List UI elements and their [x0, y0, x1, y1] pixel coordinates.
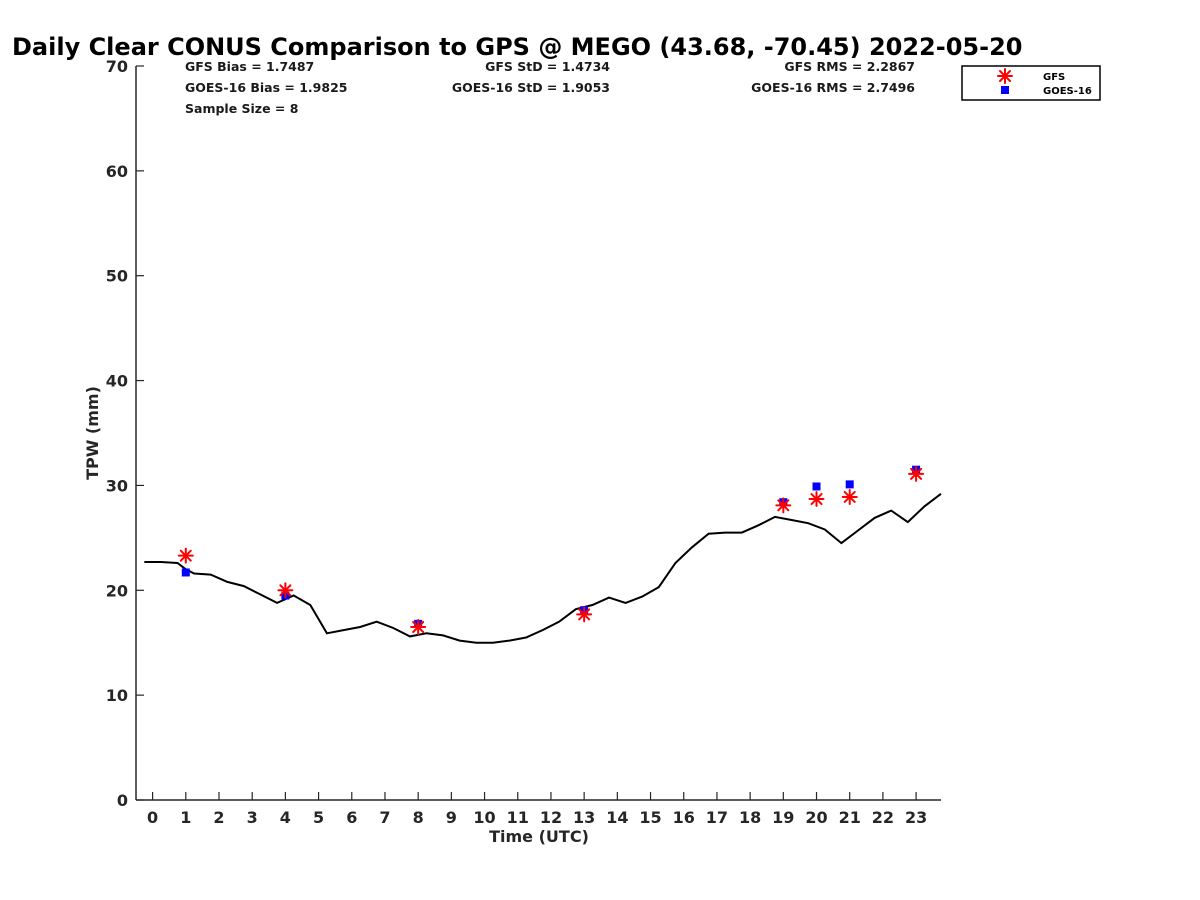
- legend-box: [961, 65, 1101, 101]
- y-tick-label: 60: [106, 162, 128, 181]
- y-tick-label: 10: [106, 686, 128, 705]
- gfs-point: [410, 618, 427, 635]
- legend-goes-label: GOES-16: [1043, 86, 1092, 97]
- x-tick-label: 15: [639, 808, 661, 827]
- x-tick-label: 4: [280, 808, 291, 827]
- axes: [135, 66, 941, 801]
- x-tick-label: 13: [573, 808, 595, 827]
- x-tick-label: 3: [247, 808, 258, 827]
- x-tick-label: 1: [180, 808, 191, 827]
- y-tick-label: 70: [106, 57, 128, 76]
- gfs-point: [277, 582, 294, 599]
- goes-point: [812, 482, 821, 491]
- x-tick-label: 23: [905, 808, 927, 827]
- x-tick-label: 12: [540, 808, 562, 827]
- y-tick-label: 50: [106, 267, 128, 286]
- gfs-point: [841, 488, 858, 505]
- gfs-point: [177, 547, 194, 564]
- legend-goes-marker: [1001, 86, 1009, 94]
- x-tick-label: 2: [213, 808, 224, 827]
- gfs-point: [808, 491, 825, 508]
- x-axis-label: Time (UTC): [489, 827, 589, 846]
- goes-point: [181, 568, 190, 577]
- x-tick-label: 6: [346, 808, 357, 827]
- x-tick-label: 14: [606, 808, 628, 827]
- x-tick-label: 10: [473, 808, 495, 827]
- y-tick-label: 0: [117, 791, 128, 810]
- x-tick-label: 17: [706, 808, 728, 827]
- goes-std-text: GOES-16 StD = 1.9053: [452, 80, 610, 95]
- x-tick-label: 18: [739, 808, 761, 827]
- x-tick-label: 22: [872, 808, 894, 827]
- gfs-rms-text: GFS RMS = 2.2867: [784, 59, 915, 74]
- legend-gfs-label: GFS: [1043, 72, 1065, 83]
- legend-gfs-asterisk: [997, 68, 1013, 84]
- goes-point: [845, 480, 854, 489]
- gfs-std-text: GFS StD = 1.4734: [485, 59, 610, 74]
- gfs-point: [576, 606, 593, 623]
- chart-title: Daily Clear CONUS Comparison to GPS @ ME…: [12, 33, 1022, 61]
- legend: GFS GOES-16: [961, 65, 1101, 101]
- x-tick-label: 11: [507, 808, 529, 827]
- x-tick-label: 9: [446, 808, 457, 827]
- goes-rms-text: GOES-16 RMS = 2.7496: [751, 80, 915, 95]
- y-tick-label: 20: [106, 581, 128, 600]
- y-tick-label: 40: [106, 372, 128, 391]
- legend-gfs-marker: [997, 68, 1013, 84]
- x-tick-label: 16: [673, 808, 695, 827]
- y-tick-label: 30: [106, 476, 128, 495]
- x-tick-label: 8: [413, 808, 424, 827]
- x-tick-label: 21: [839, 808, 861, 827]
- plot-area: [144, 465, 942, 644]
- gfs-point: [775, 497, 792, 514]
- x-tick-label: 20: [805, 808, 827, 827]
- x-tick-label: 0: [147, 808, 158, 827]
- sample-size-text: Sample Size = 8: [185, 101, 298, 116]
- gfs-bias-text: GFS Bias = 1.7487: [185, 59, 314, 74]
- x-tick-label: 7: [379, 808, 390, 827]
- y-axis-label: TPW (mm): [83, 386, 102, 480]
- gps-series-line: [144, 493, 942, 644]
- goes-bias-text: GOES-16 Bias = 1.9825: [185, 80, 347, 95]
- gfs-point: [908, 465, 925, 482]
- x-tick-label: 5: [313, 808, 324, 827]
- x-tick-label: 19: [772, 808, 794, 827]
